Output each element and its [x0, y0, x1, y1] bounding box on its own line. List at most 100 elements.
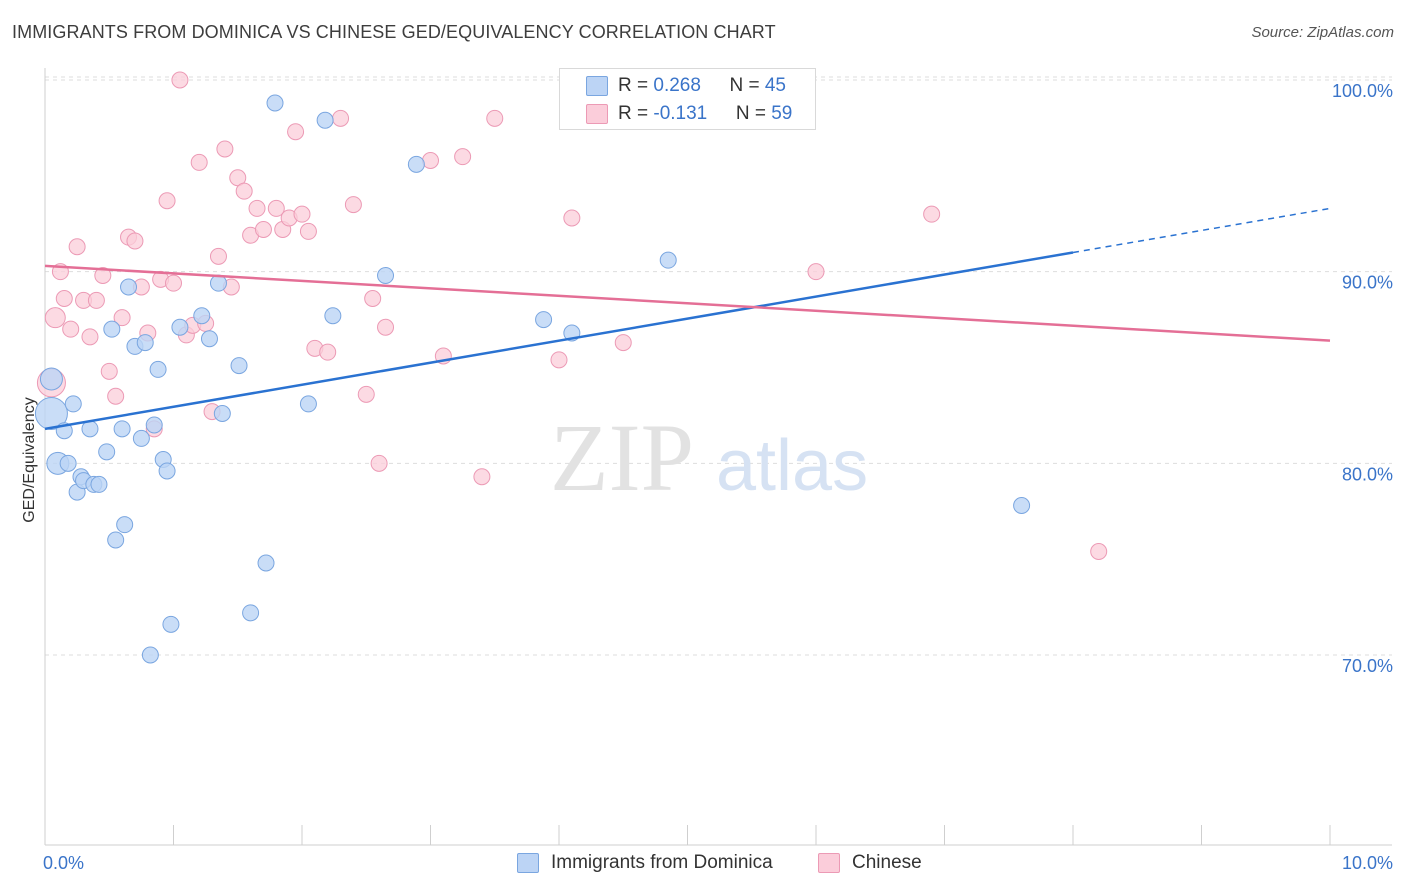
- data-point-chinese: [422, 152, 439, 169]
- data-point-chinese: [807, 263, 825, 281]
- data-point-dominica: [230, 357, 248, 375]
- stats-legend: R = 0.268 N = 45 R = -0.131 N = 59: [559, 68, 816, 130]
- data-point-chinese: [68, 238, 86, 256]
- data-point-chinese: [126, 232, 144, 250]
- legend-n-value: 59: [771, 103, 793, 124]
- data-point-chinese: [165, 274, 182, 292]
- data-point-chinese: [209, 247, 227, 265]
- trend-line-chinese: [44, 264, 1331, 342]
- y-tick-label: 80.0%: [1342, 464, 1393, 484]
- legend-swatch-blue: [586, 76, 608, 96]
- data-point-dominica: [200, 330, 218, 348]
- legend-swatch-blue: [517, 853, 539, 873]
- data-point-chinese: [81, 328, 99, 346]
- data-point-chinese: [299, 222, 317, 240]
- legend-r-value: 0.268: [653, 75, 701, 96]
- data-point-dominica: [659, 251, 677, 269]
- data-point-dominica: [64, 395, 82, 413]
- watermark-zip: ZIP: [550, 404, 694, 511]
- data-point-dominica: [116, 516, 134, 534]
- data-point-chinese: [267, 199, 285, 217]
- y-tick-labels: 70.0% 80.0% 90.0% 100.0%: [1332, 81, 1393, 676]
- legend-swatch-pink: [818, 853, 840, 873]
- data-point-dominica: [171, 318, 189, 336]
- data-point-dominica: [34, 397, 68, 430]
- y-tick-label: 70.0%: [1342, 656, 1393, 676]
- data-point-chinese: [62, 320, 80, 338]
- data-point-dominica: [39, 367, 63, 391]
- data-point-dominica: [113, 420, 131, 438]
- data-point-dominica: [407, 155, 425, 173]
- data-point-dominica: [299, 395, 317, 413]
- data-point-chinese: [454, 148, 472, 166]
- data-point-chinese: [158, 192, 176, 210]
- data-point-dominica: [242, 604, 260, 622]
- data-point-chinese: [94, 267, 112, 284]
- y-tick-label: 100.0%: [1332, 81, 1393, 101]
- axes: [44, 68, 1392, 846]
- data-point-chinese: [364, 290, 382, 307]
- watermark-atlas: atlas: [716, 426, 868, 506]
- data-point-chinese: [370, 454, 388, 472]
- data-point-dominica: [213, 405, 231, 422]
- data-point-chinese: [190, 153, 208, 171]
- data-point-dominica: [535, 311, 553, 329]
- legend-n-value: 45: [764, 75, 786, 96]
- data-point-dominica: [59, 454, 77, 472]
- trend-line-dominica-extension: [1072, 207, 1331, 254]
- trend-line-dominica: [44, 251, 1074, 431]
- data-point-dominica: [257, 554, 275, 572]
- chart-title: IMMIGRANTS FROM DOMINICA VS CHINESE GED/…: [12, 22, 776, 42]
- data-point-chinese: [293, 205, 311, 223]
- data-point-dominica: [162, 615, 180, 633]
- x-tick-labels: 0.0% 10.0%: [43, 853, 1393, 873]
- data-point-dominica: [145, 416, 163, 434]
- data-point-dominica: [1013, 497, 1031, 514]
- data-point-chinese: [332, 109, 350, 127]
- data-point-chinese: [319, 343, 337, 361]
- legend-swatch-pink: [586, 104, 608, 124]
- data-point-chinese: [1090, 543, 1108, 560]
- data-point-dominica: [120, 278, 138, 296]
- data-point-dominica: [316, 111, 334, 129]
- data-point-chinese: [248, 199, 266, 217]
- data-point-dominica: [141, 646, 159, 664]
- data-point-dominica: [158, 462, 176, 480]
- data-point-chinese: [216, 140, 234, 158]
- y-axis-label: GED/Equivalency: [21, 397, 38, 522]
- data-point-dominica: [377, 267, 395, 284]
- chart-source: Source: ZipAtlas.com: [1251, 24, 1394, 41]
- data-point-dominica: [90, 475, 108, 493]
- data-point-dominica: [98, 443, 116, 461]
- legend-label-dominica: Immigrants from Dominica: [551, 852, 773, 873]
- data-point-chinese: [235, 182, 253, 200]
- data-point-dominica: [324, 307, 342, 325]
- data-point-chinese: [344, 196, 362, 214]
- legend-label-chinese: Chinese: [852, 852, 922, 873]
- data-point-chinese: [377, 318, 395, 336]
- data-point-chinese: [563, 209, 581, 227]
- data-point-chinese: [550, 351, 568, 369]
- data-point-dominica: [266, 94, 284, 112]
- data-point-chinese: [113, 309, 131, 327]
- data-point-dominica: [136, 334, 154, 352]
- data-point-dominica: [132, 429, 150, 447]
- legend-item-chinese[interactable]: Chinese: [818, 852, 922, 874]
- data-point-chinese: [171, 71, 189, 89]
- data-point-chinese: [357, 385, 375, 403]
- series-dominica-points: [34, 94, 1031, 664]
- data-point-chinese: [55, 290, 73, 307]
- legend-r-label: R =: [618, 103, 654, 124]
- data-point-chinese: [100, 362, 118, 380]
- data-point-chinese: [107, 387, 125, 405]
- legend-n-label: N =: [735, 103, 772, 124]
- legend-item-dominica[interactable]: Immigrants from Dominica: [517, 852, 773, 874]
- data-point-dominica: [193, 307, 211, 325]
- data-point-chinese: [614, 334, 632, 352]
- legend-n-label: N =: [729, 75, 765, 96]
- data-point-chinese: [486, 109, 504, 127]
- trend-lines: [44, 207, 1331, 431]
- series-chinese-points: [36, 71, 1108, 560]
- data-point-dominica: [103, 320, 121, 338]
